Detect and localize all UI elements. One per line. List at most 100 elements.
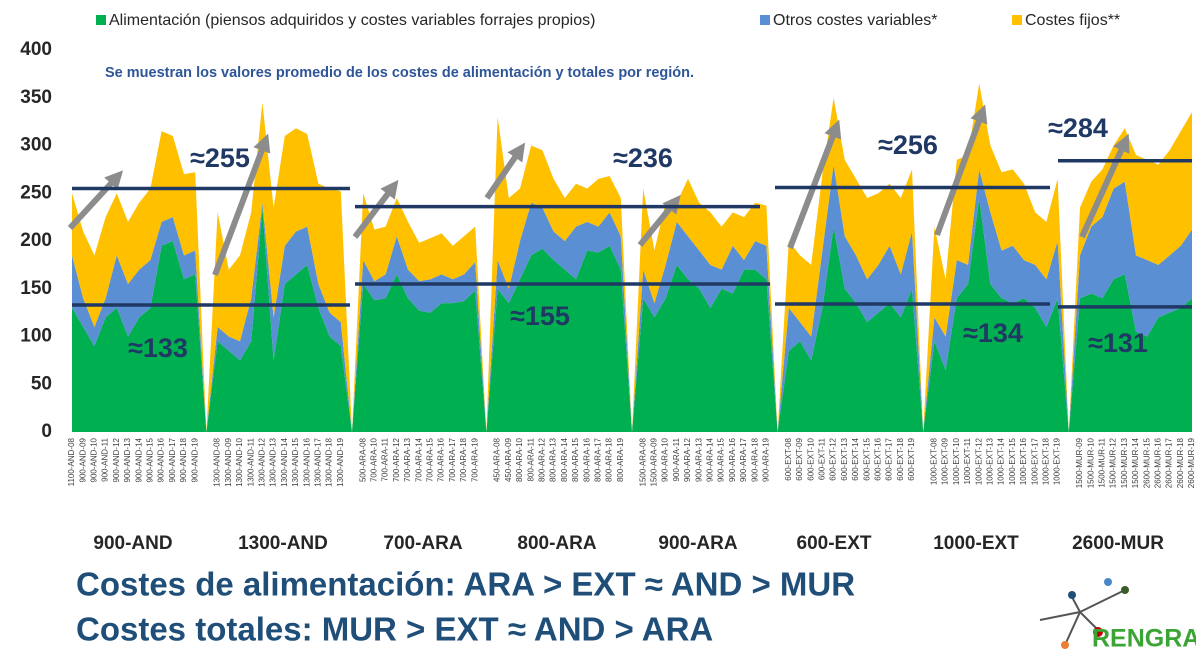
x-tick-label: 600-EXT-16	[874, 437, 883, 480]
x-tick-label: 900-ARA-12	[683, 437, 692, 482]
y-tick-label: 400	[20, 39, 52, 60]
x-tick-label: 1000-EXT-18	[1042, 437, 1051, 485]
average-label: ≈284	[1048, 113, 1108, 143]
arrow	[67, 170, 124, 231]
average-label: ≈236	[613, 143, 673, 173]
x-tick-label: 600-EXT-14	[851, 437, 860, 480]
x-tick-label: 1500-MUR-09	[1075, 437, 1084, 488]
x-tick-label: 450-ARA-09	[504, 437, 513, 482]
x-tick-label: 700-ARA-10	[370, 437, 379, 482]
legend-swatch	[1012, 15, 1022, 25]
x-tick-label: 700-ARA-17	[448, 437, 457, 482]
y-tick-label: 300	[20, 135, 52, 156]
x-tick-label: 1300-AND-09	[224, 437, 233, 486]
x-tick-label: 800-ARA-10	[515, 437, 524, 482]
x-tick-label: 1500-MUR-12	[1109, 437, 1118, 488]
x-tick-label: 900-AND-12	[112, 437, 121, 482]
group-label: 700-ARA	[383, 533, 462, 554]
x-tick-label: 1000-EXT-15	[1008, 437, 1017, 485]
x-tick-label: 800-ARA-19	[616, 437, 625, 482]
x-tick-label: 900-AND-15	[146, 437, 155, 482]
average-label: ≈131	[1088, 328, 1148, 358]
x-tick-label: 900-ARA-14	[706, 437, 715, 482]
legend-label: Costes fijos**	[1025, 12, 1120, 29]
x-tick-label: 900-ARA-19	[762, 437, 771, 482]
x-tick-label: 1300-AND-13	[269, 437, 278, 486]
x-tick-label: 2600-MUR-17	[1165, 437, 1174, 488]
arrow	[484, 142, 526, 200]
logo: RENGRAT	[1039, 578, 1196, 653]
x-tick-label: 900-ARA-16	[728, 437, 737, 482]
arrow	[637, 195, 681, 247]
x-tick-label: 600-EXT-11	[818, 437, 827, 480]
subtitle: Se muestran los valores promedio de los …	[105, 65, 694, 81]
x-tick-label: 1500-ARA-08	[638, 437, 647, 486]
x-tick-label: 600-EXT-13	[840, 437, 849, 480]
x-tick-label: 2600-MUR-18	[1176, 437, 1185, 488]
average-label: ≈256	[878, 130, 938, 160]
x-tick-label: 800-ARA-14	[560, 437, 569, 482]
area-series	[72, 164, 1192, 432]
x-tick-label: 500-ARA-08	[358, 437, 367, 482]
x-tick-label: 900-ARA-13	[694, 437, 703, 482]
x-tick-label: 1300-AND-12	[258, 437, 267, 486]
x-tick-label: 900-AND-16	[157, 437, 166, 482]
x-tick-label: 1000-EXT-11	[963, 437, 972, 484]
area-series	[72, 198, 1192, 432]
arrow	[934, 104, 988, 237]
x-tick-label: 800-ARA-18	[605, 437, 614, 482]
y-tick-label: 200	[20, 230, 52, 251]
x-tick-label: 700-ARA-14	[414, 437, 423, 482]
y-tick-label: 250	[20, 182, 52, 203]
x-tick-label: 800-ARA-15	[571, 437, 580, 482]
x-tick-label: 2600-MUR-15	[1142, 437, 1151, 488]
x-tick-label: 700-ARA-15	[426, 437, 435, 482]
x-tick-label: 600-EXT-09	[795, 437, 804, 480]
average-label: ≈134	[963, 318, 1023, 348]
x-tick-label: 900-ARA-18	[750, 437, 759, 482]
arrow	[352, 179, 399, 239]
x-tick-label: 1000-EXT-13	[986, 437, 995, 485]
y-tick-label: 100	[20, 326, 52, 347]
average-label: ≈155	[510, 301, 570, 331]
x-tick-label: 1000-EXT-17	[1030, 437, 1039, 485]
x-tick-label: 1000-EXT-16	[1019, 437, 1028, 485]
x-tick-label: 600-EXT-18	[896, 437, 905, 480]
x-tick-label: 1000-EXT-12	[974, 437, 983, 485]
x-tick-label: 1500-MUR-11	[1098, 437, 1107, 487]
average-label: ≈255	[190, 143, 250, 173]
x-tick-label: 1100-AND-08	[67, 437, 76, 486]
legend-swatch	[760, 15, 770, 25]
legend-swatch	[96, 15, 106, 25]
x-tick-label: 700-ARA-12	[392, 437, 401, 482]
x-tick-label: 600-EXT-15	[862, 437, 871, 480]
x-tick-label: 1300-AND-16	[302, 437, 311, 486]
x-tick-label: 450-ARA-08	[493, 437, 502, 482]
group-label: 900-AND	[93, 533, 172, 554]
x-tick-label: 900-ARA-10	[661, 437, 670, 482]
logo-text: RENGRAT	[1092, 625, 1196, 653]
x-tick-label: 600-EXT-10	[806, 437, 815, 480]
x-tick-label: 800-ARA-11	[526, 437, 535, 481]
x-tick-label: 900-AND-18	[179, 437, 188, 482]
x-tick-label: 600-EXT-17	[885, 437, 894, 480]
x-tick-label: 900-AND-11	[101, 437, 110, 481]
x-tick-label: 600-EXT-08	[784, 437, 793, 480]
x-tick-label: 1300-AND-19	[336, 437, 345, 486]
x-tick-label: 1000-EXT-09	[941, 437, 950, 485]
x-tick-label: 1300-AND-15	[291, 437, 300, 486]
x-tick-label: 1000-EXT-19	[1053, 437, 1062, 485]
x-tick-label: 700-ARA-19	[470, 437, 479, 482]
x-tick-label: 600-EXT-19	[907, 437, 916, 480]
x-tick-label: 1300-AND-18	[325, 437, 334, 486]
x-tick-label: 1300-AND-08	[213, 437, 222, 486]
x-tick-label: 900-AND-17	[168, 437, 177, 482]
x-tick-label: 1300-AND-17	[314, 437, 323, 486]
x-tick-label: 800-ARA-12	[538, 437, 547, 482]
conclusion: Costes totales: MUR > EXT ≈ AND > ARA	[76, 611, 713, 648]
legend-label: Otros costes variables*	[773, 12, 938, 29]
group-label: 1000-EXT	[933, 533, 1019, 554]
x-tick-label: 700-ARA-11	[381, 437, 390, 481]
x-tick-label: 1500-MUR-10	[1086, 437, 1095, 488]
area-series	[72, 83, 1192, 433]
